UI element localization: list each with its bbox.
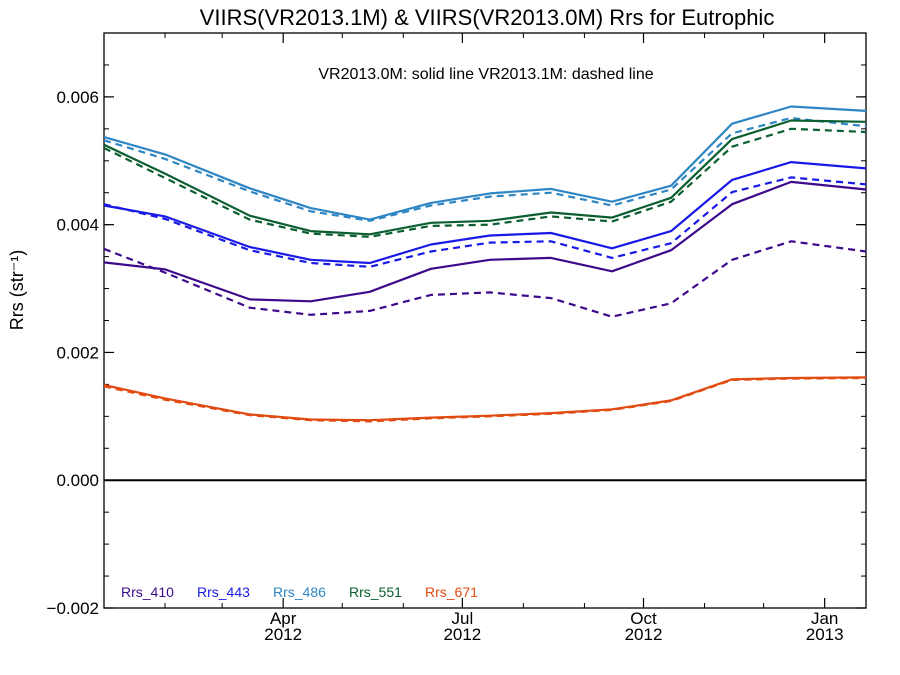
legend-item-rrs-671: Rrs_671 [425,584,478,600]
x-tick-label: Jan [811,609,838,628]
y-tick-label: −0.002 [47,599,99,618]
x-tick-label: Jul [451,609,473,628]
x-tick-label: 2013 [806,625,844,644]
line-style-note: VR2013.0M: solid line VR2013.1M: dashed … [318,66,653,83]
y-tick-label: 0.002 [56,343,99,362]
series-line-rrs-410-dashed [103,240,867,318]
plot-area: −0.0020.0000.0020.0040.006Apr2012Jul2012… [47,32,867,644]
series-line-rrs-443-solid [103,161,867,265]
x-tick-label: 2012 [443,625,481,644]
series-line-rrs-486-dashed [103,116,867,222]
series-line-rrs-410-solid [103,180,867,303]
x-tick-label: 2012 [264,625,302,644]
legend-item-rrs-443: Rrs_443 [197,584,250,600]
series-line-rrs-671-solid [103,376,867,422]
x-tick-label: Apr [270,609,297,628]
legend-item-rrs-410: Rrs_410 [121,584,174,600]
y-axis-label: Rrs (str⁻¹) [7,250,27,330]
x-tick-label: Oct [630,609,657,628]
plot-frame [103,32,867,609]
series-line-rrs-671-dashed [103,376,867,423]
x-tick-label: 2012 [625,625,663,644]
y-tick-label: 0.006 [56,88,99,107]
y-tick-label: 0.000 [56,471,99,490]
series-line-rrs-486-solid [103,105,867,221]
y-tick-label: 0.004 [56,216,99,235]
legend: Rrs_410 Rrs_443 Rrs_486 Rrs_551 Rrs_671 [121,584,478,600]
chart-title: VIIRS(VR2013.1M) & VIIRS(VR2013.0M) Rrs … [200,5,775,30]
series-line-rrs-443-dashed [103,176,867,268]
series-line-rrs-551-solid [103,119,867,236]
legend-item-rrs-486: Rrs_486 [273,584,326,600]
series-line-rrs-551-dashed [103,127,867,238]
legend-item-rrs-551: Rrs_551 [349,584,402,600]
